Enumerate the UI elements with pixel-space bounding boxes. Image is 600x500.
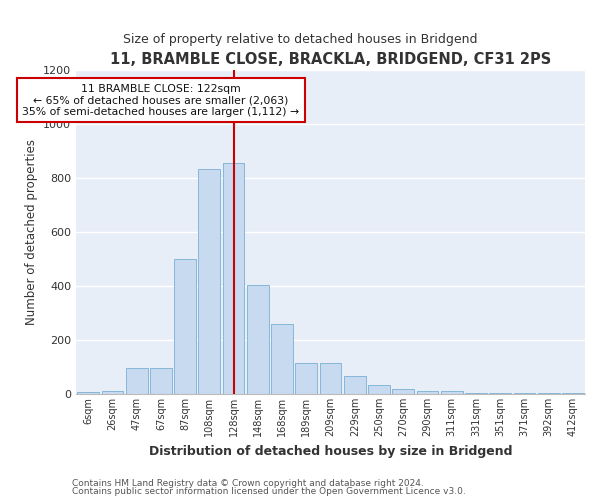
Bar xyxy=(223,163,244,394)
Text: Size of property relative to detached houses in Bridgend: Size of property relative to detached ho… xyxy=(123,32,477,46)
Bar xyxy=(344,376,365,394)
Title: 11, BRAMBLE CLOSE, BRACKLA, BRIDGEND, CF31 2PS: 11, BRAMBLE CLOSE, BRACKLA, BRIDGEND, CF… xyxy=(110,52,551,68)
Y-axis label: Number of detached properties: Number of detached properties xyxy=(25,139,38,325)
Bar xyxy=(441,392,463,394)
Bar xyxy=(465,392,487,394)
Text: Contains HM Land Registry data © Crown copyright and database right 2024.: Contains HM Land Registry data © Crown c… xyxy=(72,478,424,488)
Bar xyxy=(368,384,390,394)
Bar xyxy=(77,392,99,394)
Bar xyxy=(174,259,196,394)
Bar xyxy=(247,284,269,394)
Text: Contains public sector information licensed under the Open Government Licence v3: Contains public sector information licen… xyxy=(72,487,466,496)
Bar xyxy=(320,363,341,394)
Bar xyxy=(295,363,317,394)
Bar xyxy=(416,392,439,394)
Bar xyxy=(271,324,293,394)
Bar xyxy=(126,368,148,394)
X-axis label: Distribution of detached houses by size in Bridgend: Distribution of detached houses by size … xyxy=(149,444,512,458)
Text: 11 BRAMBLE CLOSE: 122sqm
← 65% of detached houses are smaller (2,063)
35% of sem: 11 BRAMBLE CLOSE: 122sqm ← 65% of detach… xyxy=(22,84,299,117)
Bar xyxy=(199,168,220,394)
Bar xyxy=(150,368,172,394)
Bar xyxy=(392,388,414,394)
Bar xyxy=(101,392,124,394)
Bar xyxy=(489,393,511,394)
